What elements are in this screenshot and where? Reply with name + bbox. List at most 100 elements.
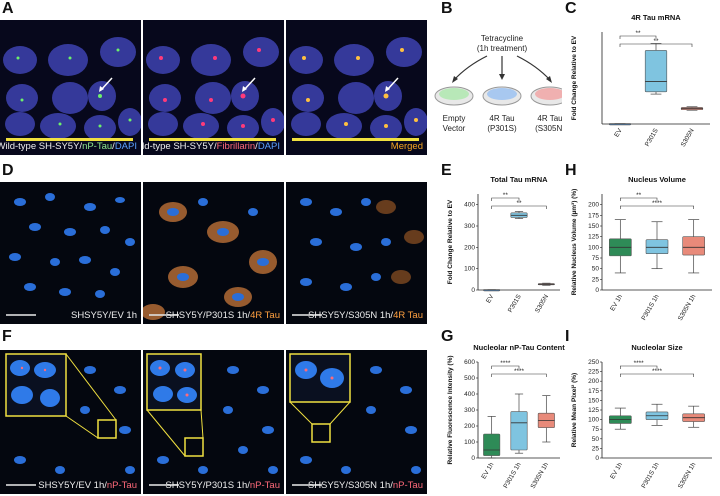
y-tick-label: 225 <box>588 369 599 376</box>
box-p301s-1h <box>645 221 669 270</box>
significance-bracket <box>619 35 657 39</box>
scale-bar <box>6 314 36 316</box>
experiment-diagram: Tetracycline (1h treatment) Empty Vector… <box>434 34 562 133</box>
y-tick-label: 100 <box>464 439 475 446</box>
box-p301s-1h <box>645 403 669 426</box>
x-tick-label: P301S <box>507 293 523 314</box>
box-body <box>510 411 528 451</box>
treatment-label-1: Tetracycline <box>481 34 524 43</box>
box-s305n-1h <box>682 405 705 428</box>
box-s305n <box>537 282 555 286</box>
x-tick-label: P301S 1h <box>502 461 523 490</box>
micrograph-f-p301s: SHSY5Y/P301S 1h/nP-Tau <box>143 350 284 494</box>
y-axis-label: Relative Mean Pixel² (%) <box>571 373 578 447</box>
nuclei-image <box>3 37 141 141</box>
arrow-left <box>453 55 488 81</box>
y-tick-label: 0 <box>595 287 599 294</box>
micrograph-a-nptau: Wild-type SH-SY5Y/nP-Tau/DAPI <box>0 20 141 155</box>
box-ev-1h <box>483 416 501 459</box>
dish-empty-vector <box>434 86 474 106</box>
chart-nucleolar-size: Nucleolar Size 0 25 50 75 100 125 150 175 200 225 2… <box>571 343 712 490</box>
arrow-right <box>516 55 551 81</box>
micrograph-d-ev: SHSY5Y/EV 1h <box>0 182 141 324</box>
panel-label-h: H <box>565 162 577 179</box>
y-tick-label: 100 <box>464 266 475 273</box>
dish-label-1b: Vector <box>443 124 466 133</box>
y-tick-label: 200 <box>464 423 475 430</box>
caption-a3: Merged <box>390 141 423 152</box>
y-tick-label: 0 <box>595 455 599 462</box>
y-tick-label: 200 <box>588 202 599 209</box>
chart-4r-tau-mrna: 4R Tau mRNA Fold Change Relative to EV EV P… <box>571 13 710 148</box>
x-tick-label: EV <box>613 127 624 139</box>
y-tick-label: 50 <box>592 436 600 443</box>
caption-d2: SHSY5Y/P301S 1h/4R Tau <box>165 310 280 321</box>
y-tick-label: 125 <box>588 407 599 414</box>
y-tick-label: 175 <box>588 388 599 395</box>
caption-f1: SHSY5Y/EV 1h/nP-Tau <box>38 480 137 491</box>
y-tick-label: 500 <box>464 375 475 382</box>
y-tick-label: 600 <box>464 359 475 366</box>
y-axis-label: Relative Fluorescence Intensity (%) <box>447 355 454 464</box>
caption-d3: SHSY5Y/S305N 1h/4R Tau <box>308 310 423 321</box>
y-axis-label: Fold Change Relative to EV <box>571 35 578 120</box>
significance-label: **** <box>514 368 525 375</box>
scale-bar <box>292 484 322 486</box>
micrograph-f-s305n: SHSY5Y/S305N 1h/nP-Tau <box>286 350 427 494</box>
significance-label: ** <box>653 38 659 45</box>
x-tick-label: S305N 1h <box>677 293 698 322</box>
box-ev-1h <box>609 407 632 430</box>
significance-bracket <box>491 365 520 369</box>
x-tick-label: S305N 1h <box>530 461 551 490</box>
box-body <box>645 239 669 255</box>
chart-title: Nucleus Volume <box>628 175 686 184</box>
chart-nucleolar-nptau: Nucleolar nP-Tau Content 0 100 200 300 400 500… <box>447 343 565 490</box>
nuclei-image <box>146 353 278 474</box>
panel-label-f: F <box>2 328 12 345</box>
caption-f2: SHSY5Y/P301S 1h/nP-Tau <box>165 480 280 491</box>
y-tick-label: 50 <box>592 266 600 273</box>
x-tick-label: EV <box>485 293 496 305</box>
significance-label: ** <box>636 192 642 199</box>
y-tick-label: 125 <box>588 234 599 241</box>
significance-label: **** <box>500 360 511 367</box>
chart-total-tau-mrna: Total Tau mRNA 0 100 200 300 400 Fold Change R… <box>447 175 560 314</box>
treatment-label-2: (1h treatment) <box>477 44 528 53</box>
significance-bracket <box>491 205 547 209</box>
box-body <box>682 236 705 256</box>
scale-bar <box>149 484 179 486</box>
y-tick-label: 25 <box>592 276 600 283</box>
significance-label: ** <box>635 30 641 37</box>
chart-title: Nucleolar Size <box>631 343 682 352</box>
y-tick-label: 400 <box>464 391 475 398</box>
significance-label: ** <box>516 200 522 207</box>
panel-label-g: G <box>441 328 454 345</box>
panel-label-e: E <box>441 162 452 179</box>
box-body <box>483 433 501 456</box>
y-tick-label: 250 <box>588 359 599 366</box>
x-tick-label: S305N <box>534 293 550 314</box>
y-tick-label: 25 <box>592 445 600 452</box>
box-p301s <box>644 43 668 95</box>
caption-a2: Wild-type SH-SY5Y/Fibrillarin/DAPI <box>143 141 280 152</box>
scale-bar <box>6 484 36 486</box>
x-tick-label: EV 1h <box>480 461 495 480</box>
box-ev <box>608 123 632 126</box>
y-tick-label: 75 <box>592 426 600 433</box>
panel-label-a: A <box>2 0 14 17</box>
x-tick-label: S305N 1h <box>677 461 698 490</box>
y-tick-label: 0 <box>471 455 475 462</box>
panel-label-b: B <box>441 0 453 17</box>
y-tick-label: 400 <box>464 202 475 209</box>
x-tick-label: P301S 1h <box>640 293 661 322</box>
micrograph-a-fibrillarin: Wild-type SH-SY5Y/Fibrillarin/DAPI <box>143 20 284 155</box>
significance-bracket <box>620 365 658 369</box>
scale-line <box>149 138 276 141</box>
y-tick-label: 300 <box>464 407 475 414</box>
nuclei-image <box>143 198 277 320</box>
dish-label-3b: (S305N) <box>535 124 562 133</box>
nuclei-image <box>289 37 427 141</box>
y-axis-label: Relative Nucleus Volume (µm³) (%) <box>571 189 578 296</box>
dish-label-2b: (P301S) <box>487 124 517 133</box>
micrograph-d-p301s: SHSY5Y/P301S 1h/4R Tau <box>143 182 284 324</box>
